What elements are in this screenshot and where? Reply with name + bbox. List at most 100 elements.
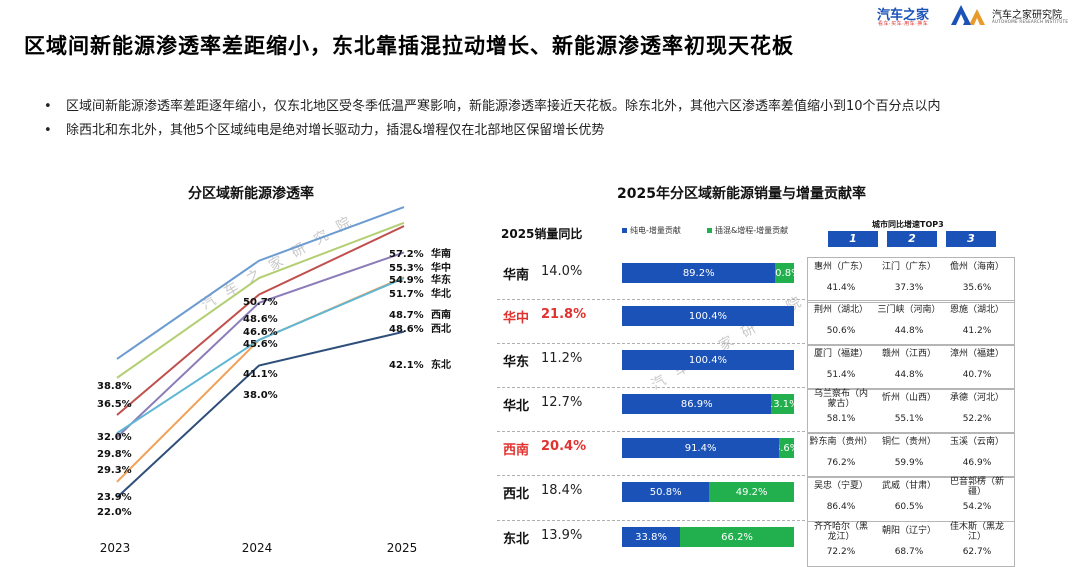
page-title: 区域间新能源渗透率差距缩小，东北靠插混拉动增长、新能源渗透率初现天花板 bbox=[24, 34, 794, 58]
summary-bullets: 区域间新能源渗透率差距逐年缩小，仅东北地区受冬季低温严寒影响，新能源渗透率接近天… bbox=[44, 98, 1054, 146]
bar-segment-phev: 8.6% bbox=[779, 438, 794, 458]
city-name: 恩施（湖北） bbox=[949, 305, 1004, 315]
data-label-2023: 29.8% bbox=[97, 449, 132, 460]
city-growth-value: 62.7% bbox=[962, 547, 992, 557]
legend-label-bev: 纯电-增量贡献 bbox=[630, 226, 681, 235]
data-label-2025: 57.2% bbox=[389, 249, 424, 260]
line-chart-title: 分区域新能源渗透率 bbox=[188, 186, 314, 202]
city-top3-title: 城市同比增速TOP3 bbox=[872, 220, 944, 229]
series-name-label: 东北 bbox=[431, 358, 451, 371]
city-name: 江门（广东） bbox=[881, 262, 936, 272]
city-growth-value: 46.9% bbox=[962, 458, 992, 468]
series-line-华南 bbox=[116, 206, 405, 360]
city-top3-block bbox=[807, 300, 1015, 346]
city-growth-value: 50.6% bbox=[826, 326, 856, 336]
bar-segment-bev: 33.8% bbox=[622, 527, 681, 547]
city-growth-value: 41.4% bbox=[826, 283, 856, 293]
city-name: 巴音郭楞（新疆） bbox=[949, 477, 1004, 497]
x-tick-label: 2024 bbox=[242, 541, 273, 555]
row-divider bbox=[497, 299, 805, 300]
bar-segment-bev: 91.4% bbox=[622, 438, 780, 458]
city-growth-value: 51.4% bbox=[826, 370, 856, 380]
region-name: 东北 bbox=[503, 532, 530, 547]
stacked-bar: 89.2%10.8% bbox=[622, 263, 794, 283]
yoy-header: 2025销量同比 bbox=[501, 227, 583, 241]
legend-bev: 纯电-增量贡献 bbox=[622, 225, 681, 236]
city-growth-value: 68.7% bbox=[894, 547, 924, 557]
city-name: 黔东南（贵州） bbox=[809, 437, 873, 447]
row-divider bbox=[497, 475, 805, 476]
city-name: 乌兰察布（内蒙古） bbox=[813, 389, 868, 409]
series-name-label: 西南 bbox=[431, 308, 451, 321]
city-top3-block bbox=[807, 344, 1015, 390]
bar-segment-bev: 100.4% bbox=[622, 306, 794, 326]
city-growth-value: 44.8% bbox=[894, 370, 924, 380]
city-growth-value: 86.4% bbox=[826, 502, 856, 512]
data-label-2025: 42.1% bbox=[389, 360, 424, 371]
city-name: 荆州（湖北） bbox=[813, 305, 868, 315]
region-yoy: 18.4% bbox=[541, 483, 583, 498]
region-yoy: 12.7% bbox=[541, 395, 583, 410]
bar-segment-phev: 66.2% bbox=[680, 527, 794, 547]
city-growth-value: 40.7% bbox=[962, 370, 992, 380]
institute-name: 汽车之家研究院 bbox=[992, 10, 1062, 21]
series-name-label: 华中 bbox=[431, 261, 451, 274]
watermark: 汽车之家研究院 bbox=[648, 288, 815, 394]
city-name: 承德（河北） bbox=[949, 393, 1004, 403]
region-yoy: 13.9% bbox=[541, 528, 583, 543]
city-growth-value: 76.2% bbox=[826, 458, 856, 468]
city-growth-value: 58.1% bbox=[826, 414, 856, 424]
stacked-bar: 50.8% 49.2% bbox=[622, 482, 794, 502]
city-growth-value: 44.8% bbox=[894, 326, 924, 336]
data-label-2024: 48.6% bbox=[243, 314, 278, 325]
region-yoy: 20.4% bbox=[541, 439, 587, 454]
series-line-西北 bbox=[116, 277, 405, 434]
city-name: 玉溪（云南） bbox=[949, 437, 1004, 447]
city-growth-value: 54.2% bbox=[962, 502, 992, 512]
data-label-2023: 29.3% bbox=[97, 465, 132, 476]
institute-name-en: AUTOHOME RESEARCH INSTITUTE bbox=[992, 19, 1069, 24]
city-name: 漳州（福建） bbox=[949, 349, 1004, 359]
region-yoy: 21.8% bbox=[541, 307, 587, 322]
data-label-2023: 22.0% bbox=[97, 507, 132, 518]
stacked-bar: 86.9%13.1% bbox=[622, 394, 794, 414]
series-line-东北 bbox=[116, 330, 405, 499]
city-top3-block bbox=[807, 257, 1015, 303]
city-growth-value: 59.9% bbox=[894, 458, 924, 468]
bar-segment-phev: 10.8% bbox=[775, 263, 794, 283]
row-divider bbox=[497, 431, 805, 432]
bar-segment-phev: 49.2% bbox=[709, 482, 794, 502]
data-label-2024: 41.1% bbox=[243, 369, 278, 380]
rank-1-box: 1 bbox=[828, 231, 878, 247]
bar-segment-phev: 13.1% bbox=[771, 394, 794, 414]
stacked-bar: 33.8% 66.2% bbox=[622, 527, 794, 547]
data-label-2024: 45.6% bbox=[243, 339, 278, 350]
city-name: 齐齐哈尔（黑龙江） bbox=[813, 522, 868, 542]
region-name: 华东 bbox=[503, 355, 530, 370]
bar-chart-title: 2025年分区域新能源销量与增量贡献率 bbox=[617, 186, 866, 202]
data-label-2025: 55.3% bbox=[389, 263, 424, 274]
rank-2-box: 2 bbox=[887, 231, 937, 247]
series-line-华东 bbox=[116, 225, 405, 416]
series-line-华北 bbox=[116, 251, 405, 439]
series-name-label: 华南 bbox=[431, 247, 451, 260]
stacked-bar: 100.4% bbox=[622, 306, 794, 326]
city-name: 儋州（海南） bbox=[949, 262, 1004, 272]
data-label-2023: 38.8% bbox=[97, 381, 132, 392]
city-name: 三门峡（河南） bbox=[877, 305, 941, 315]
city-name: 惠州（广东） bbox=[813, 262, 868, 272]
series-line-华中 bbox=[116, 221, 405, 379]
city-name: 铜仁（贵州） bbox=[881, 437, 936, 447]
row-divider bbox=[497, 343, 805, 344]
data-label-2023: 32.0% bbox=[97, 432, 132, 443]
row-divider bbox=[497, 520, 805, 521]
x-tick-label: 2023 bbox=[100, 541, 131, 555]
city-name: 赣州（江西） bbox=[881, 349, 936, 359]
legend-swatch-phev bbox=[707, 228, 712, 233]
city-growth-value: 37.3% bbox=[894, 283, 924, 293]
region-name: 华北 bbox=[503, 399, 530, 414]
data-label-2025: 48.6% bbox=[389, 324, 424, 335]
city-growth-value: 41.2% bbox=[962, 326, 992, 336]
region-yoy: 11.2% bbox=[541, 351, 583, 366]
rank-3-box: 3 bbox=[946, 231, 996, 247]
